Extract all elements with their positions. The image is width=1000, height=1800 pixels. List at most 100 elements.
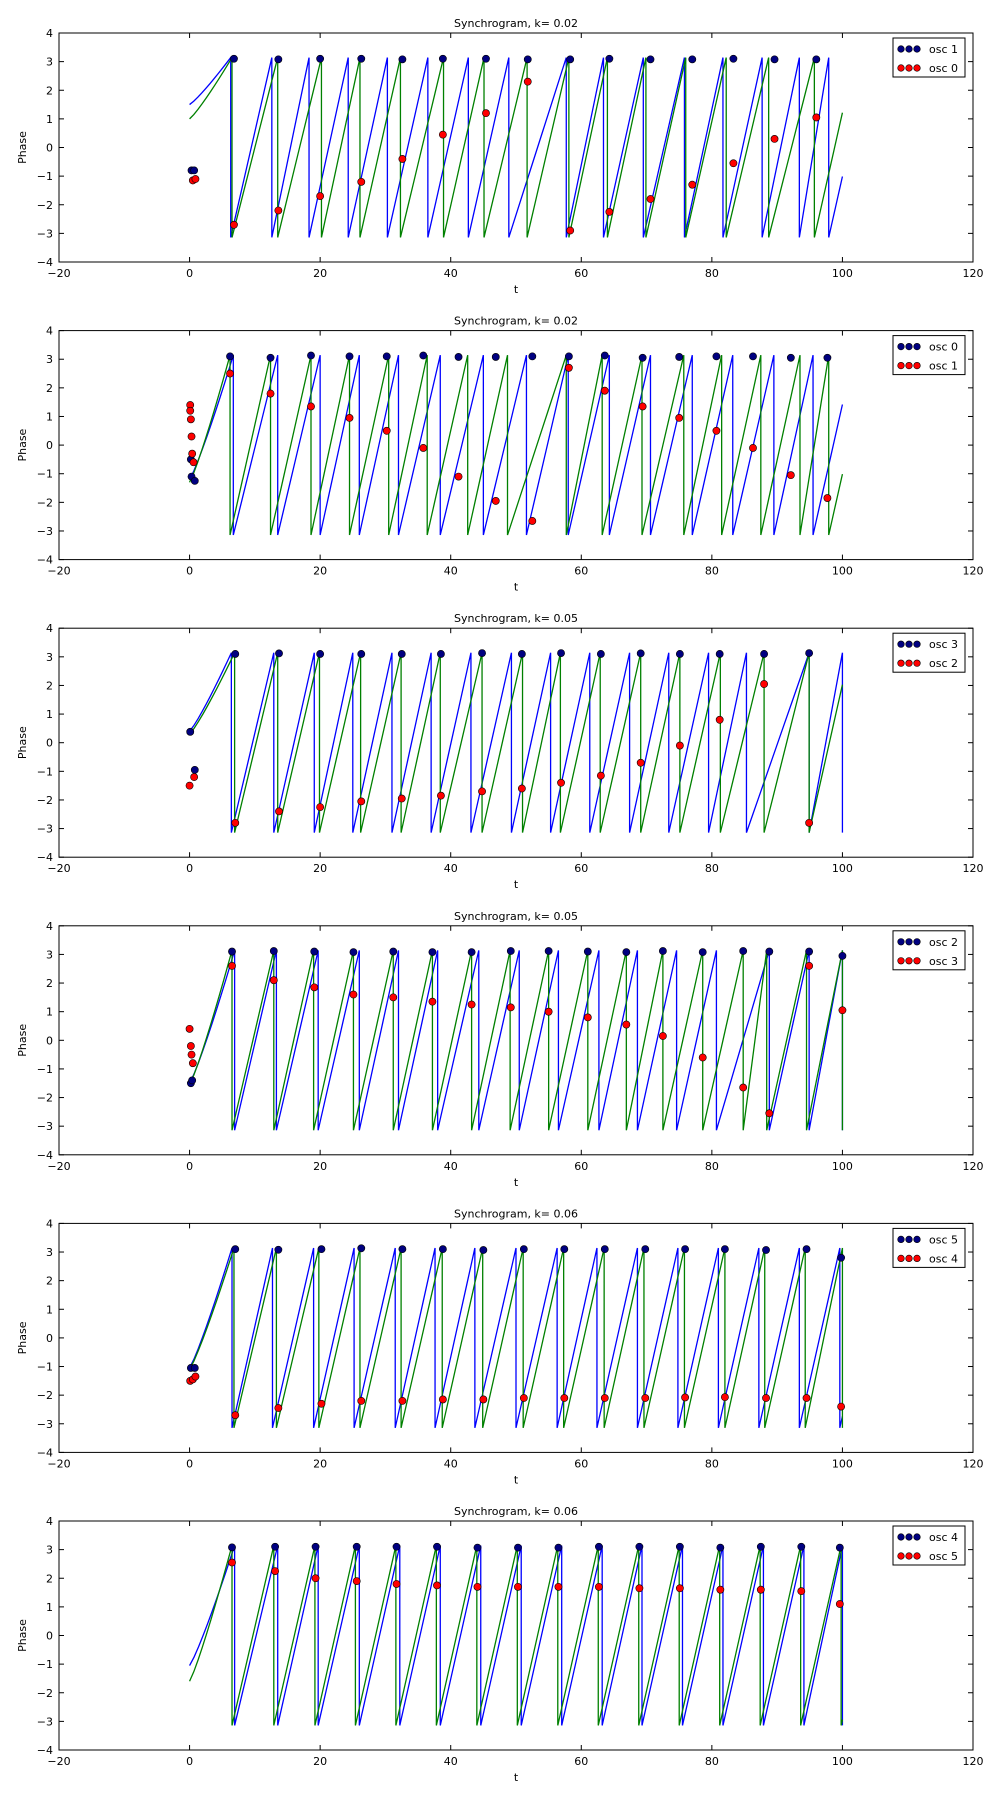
x-tick-label: −20 — [47, 1160, 70, 1173]
marker-point — [837, 1402, 846, 1411]
y-tick-label: −3 — [37, 1418, 53, 1431]
chart-title: Synchrogram, k= 0.02 — [454, 17, 578, 30]
legend: osc 1 osc 0 — [892, 37, 966, 78]
series-line-1 — [188, 1545, 844, 1726]
y-tick-label: −4 — [37, 1149, 53, 1162]
marker-point — [786, 471, 795, 480]
marker-point — [514, 1543, 522, 1552]
marker-point — [688, 180, 697, 189]
marker-point — [636, 758, 645, 767]
marker-point — [478, 787, 486, 796]
marker-point — [517, 650, 526, 658]
marker-point — [675, 353, 684, 361]
x-tick-label: 20 — [313, 1160, 327, 1173]
chart-panel: Synchrogram, k= 0.05−20 0 20 40 60 80 100 12043… — [16, 612, 984, 891]
marker-point — [802, 1394, 811, 1402]
y-axis-label: Phase — [16, 1024, 29, 1057]
y-axis-label: Phase — [16, 428, 29, 461]
marker-point — [226, 369, 234, 378]
x-tick-label: 80 — [705, 267, 719, 280]
legend-marker — [913, 362, 921, 370]
y-tick-label: 0 — [46, 439, 53, 452]
marker-point — [566, 55, 575, 64]
marker-point — [583, 1013, 592, 1022]
marker-point — [188, 449, 197, 458]
y-tick-label: −4 — [37, 851, 53, 864]
marker-point — [398, 155, 407, 163]
x-tick-label: 40 — [444, 1755, 458, 1768]
chart-panel: Synchrogram, k= 0.02−20 0 20 40 60 80 100 12043… — [16, 17, 984, 296]
legend-marker — [897, 343, 905, 351]
marker-point — [187, 432, 196, 441]
x-tick-label: 120 — [963, 1160, 984, 1173]
marker-point — [802, 1245, 811, 1254]
chart-title: Synchrogram, k= 0.06 — [454, 1505, 578, 1518]
marker-point — [786, 353, 795, 362]
marker-point — [316, 192, 325, 201]
legend: osc 0 osc 1 — [892, 335, 966, 376]
marker-point — [188, 1076, 197, 1085]
marker-point — [191, 1372, 200, 1381]
x-axis-label: t — [514, 878, 519, 891]
marker-point — [228, 1558, 236, 1567]
legend-box — [892, 632, 966, 673]
marker-point — [600, 1394, 609, 1402]
chart-title: Synchrogram, k= 0.02 — [454, 315, 578, 328]
marker-point — [191, 175, 200, 183]
y-tick-label: 0 — [46, 1034, 53, 1047]
y-tick-label: −2 — [37, 1389, 53, 1402]
marker-point — [185, 781, 194, 790]
marker-point — [762, 1394, 770, 1402]
x-tick-label: 0 — [186, 1160, 193, 1173]
marker-point — [231, 1245, 240, 1254]
marker-point — [729, 159, 738, 168]
marker-point — [600, 386, 609, 395]
marker-point — [721, 1245, 729, 1254]
legend-marker — [897, 659, 905, 667]
legend-marker — [905, 1235, 913, 1243]
legend-marker — [897, 362, 905, 370]
marker-point — [557, 649, 565, 657]
legend-marker — [897, 1552, 905, 1560]
legend-marker — [897, 1235, 905, 1243]
x-axis-label: t — [514, 1176, 519, 1189]
marker-point — [554, 1582, 563, 1591]
x-axis-label: t — [514, 283, 519, 296]
marker-point — [398, 1396, 407, 1405]
marker-point — [228, 961, 236, 970]
series-line-1 — [188, 1247, 844, 1428]
marker-point — [478, 649, 486, 657]
y-tick-label: 0 — [46, 142, 53, 155]
marker-point — [266, 353, 275, 362]
y-tick-label: 2 — [46, 977, 53, 990]
plot-frame — [58, 925, 974, 1156]
marker-point — [517, 784, 526, 793]
marker-point — [271, 1567, 279, 1575]
marker-point — [675, 1584, 684, 1593]
marker-point — [345, 414, 354, 422]
marker-point — [838, 951, 847, 960]
marker-point — [317, 1399, 326, 1408]
marker-point — [506, 947, 515, 955]
y-tick-label: −4 — [37, 1446, 53, 1459]
y-tick-label: 0 — [46, 737, 53, 750]
legend-label: osc 0 — [929, 62, 958, 75]
y-tick-label: 4 — [46, 920, 53, 933]
x-tick-label: 40 — [444, 565, 458, 578]
x-tick-label: 80 — [705, 565, 719, 578]
marker-point — [482, 109, 490, 118]
marker-point — [560, 1245, 569, 1254]
legend-box — [892, 930, 966, 971]
marker-point — [641, 1394, 650, 1402]
x-tick-label: 20 — [313, 565, 327, 578]
marker-point — [269, 976, 278, 985]
marker-point — [595, 1582, 603, 1591]
marker-point — [596, 771, 605, 780]
x-tick-label: 0 — [186, 1755, 193, 1768]
y-tick-label: 1 — [46, 1303, 53, 1316]
y-tick-label: 4 — [46, 1515, 53, 1528]
marker-point — [675, 1542, 684, 1551]
marker-point — [349, 948, 358, 957]
legend-marker — [905, 64, 913, 72]
x-tick-label: 40 — [444, 1457, 458, 1470]
